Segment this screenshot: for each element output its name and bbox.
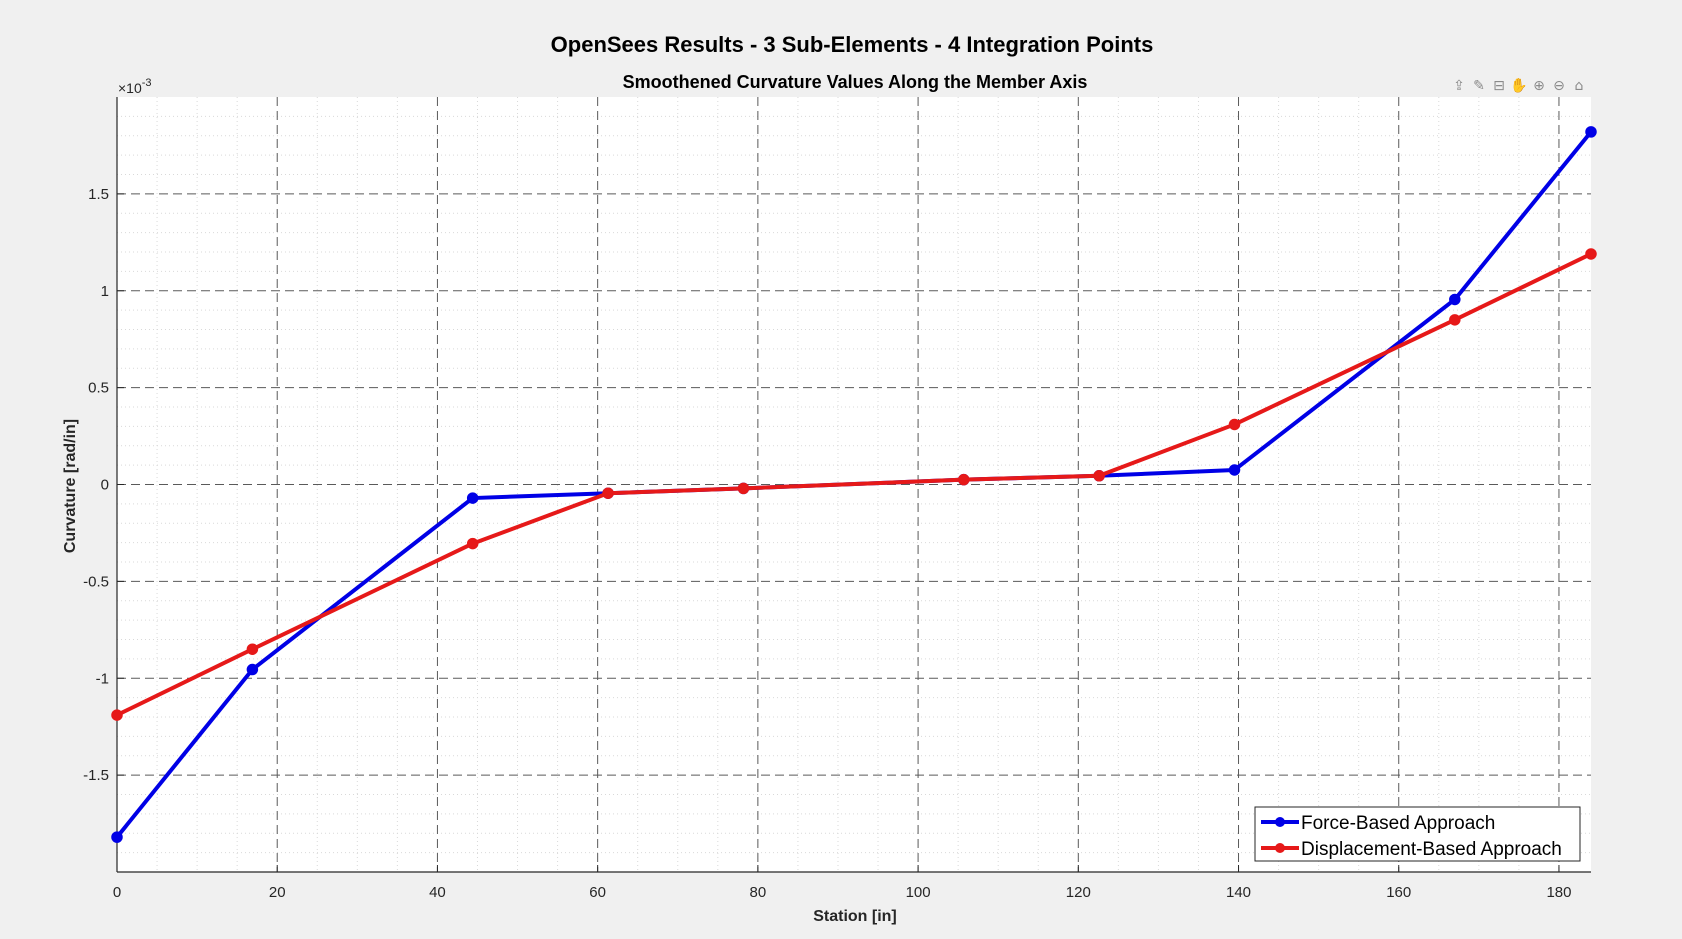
data-point[interactable]: [602, 487, 614, 499]
datatip-icon[interactable]: ⊟: [1493, 78, 1505, 94]
x-tick-label: 80: [750, 884, 767, 901]
legend-label: Displacement-Based Approach: [1301, 839, 1562, 860]
y-exponent-base: ×10: [118, 80, 142, 96]
y-exponent-power: -3: [142, 77, 152, 89]
legend-box: [1254, 806, 1581, 862]
brush-icon[interactable]: ✎: [1473, 78, 1485, 94]
data-point[interactable]: [466, 537, 479, 550]
series-layer: [111, 126, 1597, 843]
tick-labels: 0 20 40 60 80 100 120 140 160 180 -1.5 -1 -0.5 0 0.5 1 1…: [83, 186, 1571, 901]
y-tick-label: 1.5: [88, 186, 109, 203]
data-point[interactable]: [957, 473, 970, 486]
x-tick-label: 40: [429, 884, 446, 901]
x-tick-label: 140: [1226, 884, 1251, 901]
zoom-in-icon[interactable]: ⊕: [1533, 78, 1545, 94]
y-axis-exponent: ×10-3: [118, 77, 152, 96]
chart-subtitle: Smoothened Curvature Values Along the Me…: [623, 72, 1088, 92]
legend-marker: [1275, 817, 1285, 827]
data-point[interactable]: [1585, 126, 1597, 138]
export-icon[interactable]: ⇪: [1453, 78, 1465, 94]
data-point[interactable]: [1585, 248, 1597, 260]
y-tick-label: -1.5: [83, 767, 109, 784]
series-line: [116, 252, 1592, 717]
data-point[interactable]: [737, 482, 750, 495]
x-tick-label: 20: [269, 884, 286, 901]
data-point[interactable]: [1093, 470, 1105, 482]
data-point[interactable]: [466, 492, 479, 504]
x-tick-label: 0: [113, 884, 121, 901]
chart-title: OpenSees Results - 3 Sub-Elements - 4 In…: [551, 32, 1154, 57]
data-point[interactable]: [1449, 314, 1461, 326]
x-axis-label: Station [in]: [813, 908, 897, 925]
y-tick-label: -1: [96, 670, 109, 687]
x-tick-label: 100: [906, 884, 931, 901]
y-tick-label: -0.5: [83, 573, 109, 590]
y-tick-label: 0: [101, 477, 109, 494]
legend-marker: [1275, 843, 1285, 853]
zoom-out-icon[interactable]: ⊖: [1553, 78, 1565, 94]
legend-item-force-based-approach[interactable]: Force-Based Approach: [1261, 813, 1495, 834]
series-displacement-based-approach: [111, 248, 1597, 721]
legend-item-displacement-based-approach[interactable]: Displacement-Based Approach: [1261, 839, 1562, 860]
pan-icon[interactable]: ✋: [1510, 78, 1528, 94]
x-tick-label: 60: [589, 884, 606, 901]
legend: Force-Based Approach Displacement-Based A…: [1254, 806, 1581, 862]
data-point[interactable]: [1228, 418, 1241, 431]
home-icon[interactable]: ⌂: [1574, 78, 1584, 94]
data-point[interactable]: [246, 663, 259, 676]
y-tick-label: 0.5: [88, 380, 109, 397]
data-point[interactable]: [111, 709, 123, 721]
y-axis-label: Curvature [rad/in]: [62, 419, 79, 553]
axes: [116, 97, 1591, 873]
data-point[interactable]: [111, 831, 123, 843]
data-point[interactable]: [1449, 293, 1461, 306]
axes-toolbar: ⇪ ✎ ⊟ ✋ ⊕ ⊖ ⌂: [1450, 76, 1588, 96]
x-tick-label: 180: [1546, 884, 1571, 901]
minor-grid: [117, 97, 1591, 872]
data-point[interactable]: [1228, 464, 1241, 476]
data-point[interactable]: [246, 643, 259, 655]
y-tick-label: 1: [101, 283, 109, 300]
x-tick-label: 120: [1066, 884, 1091, 901]
x-tick-label: 160: [1386, 884, 1411, 901]
legend-label: Force-Based Approach: [1301, 813, 1495, 834]
